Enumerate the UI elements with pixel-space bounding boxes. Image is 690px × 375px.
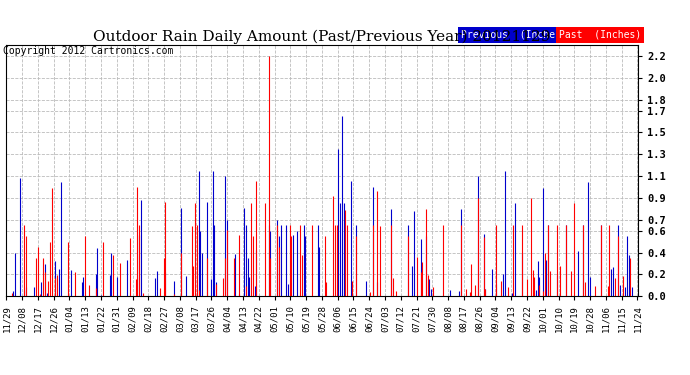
Title: Outdoor Rain Daily Amount (Past/Previous Year) 20121129: Outdoor Rain Daily Amount (Past/Previous… [93, 30, 551, 44]
Text: Copyright 2012 Cartronics.com: Copyright 2012 Cartronics.com [3, 46, 174, 56]
Text: Previous  (Inches): Previous (Inches) [461, 30, 567, 40]
Text: Past  (Inches): Past (Inches) [559, 30, 642, 40]
